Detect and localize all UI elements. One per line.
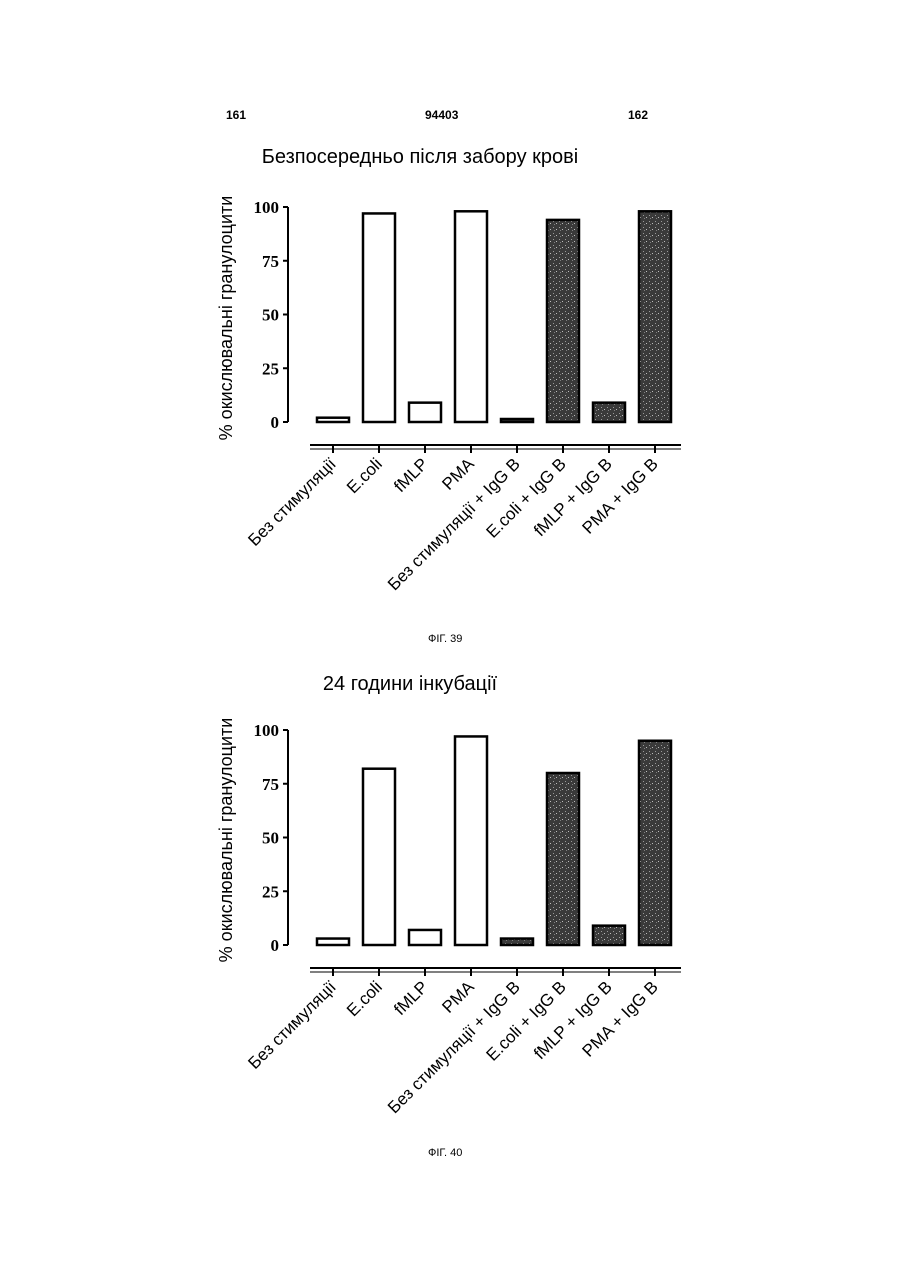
- page-number-right: 162: [628, 108, 648, 122]
- x-category-label: E.coli + IgG B: [483, 454, 570, 541]
- patent-number: 94403: [425, 108, 458, 122]
- bar-6: [547, 773, 579, 945]
- x-category-label: fMLP: [390, 454, 431, 495]
- y-tick-label: 75: [262, 775, 279, 794]
- bar-4: [455, 736, 487, 945]
- y-tick-label: 100: [254, 721, 280, 740]
- x-category-label: E.coli: [343, 977, 386, 1020]
- y-tick-label: 25: [262, 359, 279, 378]
- bar-3: [409, 403, 441, 422]
- bar-7: [593, 926, 625, 945]
- page-number-left: 161: [226, 108, 246, 122]
- bar-8: [639, 211, 671, 422]
- x-category-label: E.coli: [343, 454, 386, 497]
- bar-1: [317, 939, 349, 945]
- chart-title: Безпосередньо після забору крові: [262, 146, 578, 168]
- y-tick-label: 0: [271, 413, 280, 432]
- x-category-label: PMA: [438, 454, 478, 494]
- y-axis-label: % окислювальні гранулоцити: [216, 718, 236, 963]
- bar-1: [317, 418, 349, 422]
- figure-label-39: ФІГ. 39: [428, 633, 462, 645]
- bar-3: [409, 930, 441, 945]
- y-tick-label: 25: [262, 882, 279, 901]
- y-tick-label: 100: [254, 198, 280, 217]
- y-tick-label: 50: [262, 306, 279, 325]
- y-axis-label: % окислювальні гранулоцити: [216, 196, 236, 441]
- chart-title: 24 години інкубації: [323, 673, 498, 695]
- bar-chart-fig39: Безпосередньо після забору крові % окислю…: [0, 130, 901, 630]
- x-category-label: Без стимуляції: [244, 977, 340, 1073]
- x-category-label: E.coli + IgG B: [483, 977, 570, 1064]
- bar-4: [455, 211, 487, 422]
- y-tick-label: 50: [262, 829, 279, 848]
- x-category-label: fMLP: [390, 977, 431, 1018]
- bar-6: [547, 220, 579, 422]
- y-tick-label: 75: [262, 252, 279, 271]
- bar-8: [639, 741, 671, 945]
- bar-7: [593, 403, 625, 422]
- bar-2: [363, 769, 395, 945]
- x-category-label: PMA: [438, 977, 478, 1017]
- figure-label-40: ФІГ. 40: [428, 1147, 462, 1159]
- bar-5: [501, 939, 533, 945]
- y-tick-label: 0: [271, 936, 280, 955]
- bar-2: [363, 213, 395, 422]
- bar-chart-fig40: 24 години інкубації % окислювальні гранул…: [0, 660, 901, 1145]
- bar-5: [501, 419, 533, 422]
- x-category-label: Без стимуляції: [244, 454, 340, 550]
